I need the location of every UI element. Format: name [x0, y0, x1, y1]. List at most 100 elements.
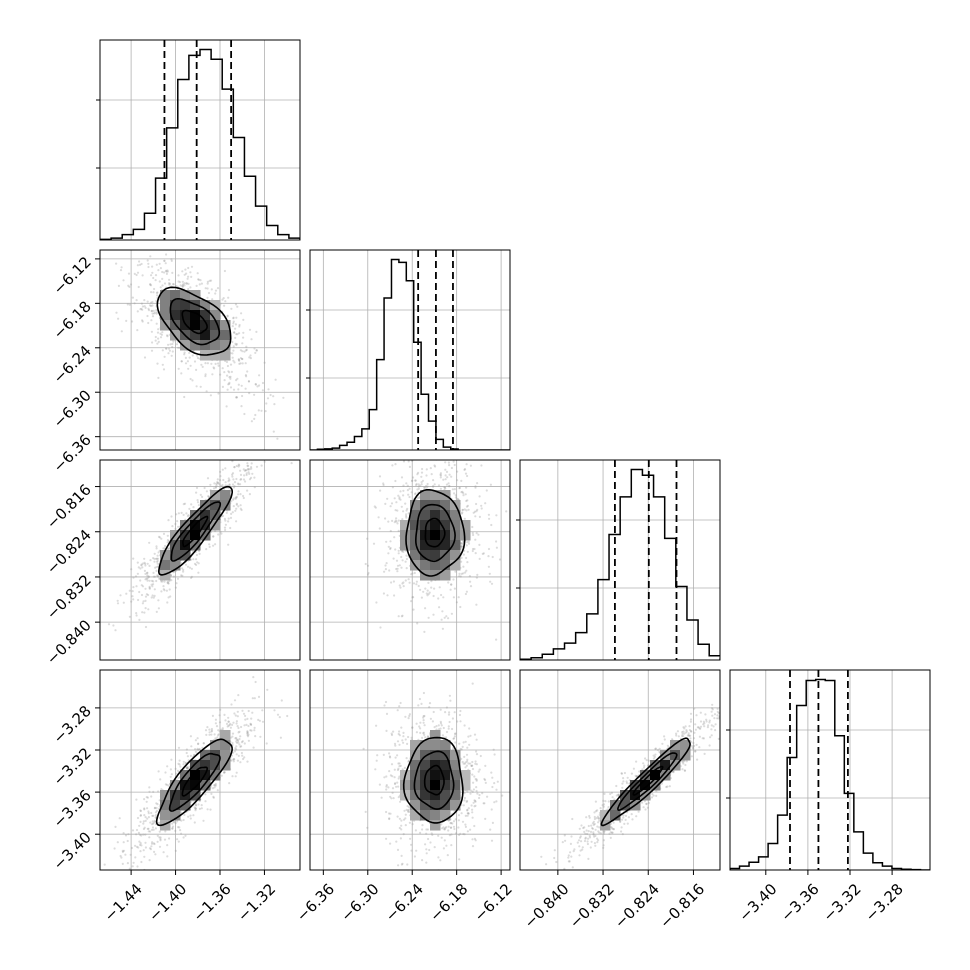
density-cell — [430, 530, 441, 541]
sample-point — [397, 762, 400, 765]
sample-point — [210, 362, 213, 365]
sample-point — [386, 594, 389, 597]
sample-point — [124, 834, 128, 837]
sample-point — [384, 568, 387, 571]
density-cell — [210, 320, 221, 331]
sample-point — [143, 305, 146, 308]
sample-point — [132, 598, 135, 601]
sample-point — [152, 828, 155, 831]
sample-point — [227, 480, 230, 483]
sample-point — [272, 430, 275, 433]
sample-point — [408, 821, 411, 824]
sample-point — [144, 306, 147, 309]
sample-point — [227, 520, 230, 523]
sample-point — [290, 462, 293, 465]
sample-point — [171, 350, 174, 353]
density-cell — [420, 750, 431, 761]
sample-point — [389, 529, 392, 533]
sample-point — [459, 832, 462, 835]
sample-point — [620, 826, 623, 829]
sample-point — [144, 587, 147, 590]
sample-point — [585, 816, 588, 819]
sample-point — [214, 362, 217, 365]
density-cell — [160, 790, 171, 801]
sample-point — [237, 465, 240, 468]
sample-point — [243, 412, 246, 416]
density-cell — [410, 550, 421, 561]
density-cell — [190, 770, 201, 781]
sample-point — [248, 478, 252, 481]
sample-point — [394, 744, 397, 747]
density-cell — [160, 320, 171, 331]
sample-point — [127, 878, 129, 880]
sample-point — [310, 391, 312, 393]
sample-point — [429, 841, 432, 844]
sample-point — [444, 461, 447, 464]
sample-point — [245, 345, 248, 348]
sample-point — [416, 622, 419, 625]
sample-point — [150, 795, 153, 798]
sample-point — [399, 490, 402, 493]
sample-point — [406, 805, 409, 808]
sample-point — [425, 861, 428, 864]
sample-point — [469, 464, 472, 467]
sample-point — [267, 388, 270, 391]
sample-point — [182, 760, 185, 763]
sample-point — [195, 558, 198, 561]
sample-point — [163, 838, 167, 841]
sample-point — [253, 417, 256, 420]
density-cell — [460, 780, 471, 791]
contour-0 — [424, 517, 446, 548]
sample-point — [460, 545, 463, 548]
sample-point — [210, 729, 214, 732]
sample-point — [218, 721, 222, 724]
sample-point — [135, 845, 139, 849]
sample-point — [468, 575, 471, 578]
sample-point — [195, 368, 198, 371]
sample-point — [204, 287, 207, 290]
sample-point — [145, 577, 148, 580]
sample-point — [443, 828, 446, 831]
sample-point — [473, 733, 477, 736]
sample-point — [235, 736, 238, 740]
sample-point — [227, 296, 230, 299]
sample-point — [387, 786, 390, 789]
sample-point — [164, 830, 167, 833]
sample-point — [228, 483, 231, 487]
sample-point — [563, 867, 566, 870]
sample-point — [138, 618, 141, 622]
sample-point — [405, 567, 408, 570]
density-cell — [400, 520, 411, 531]
sample-point — [230, 759, 233, 762]
sample-point — [190, 265, 194, 268]
sample-point — [174, 522, 177, 526]
density-cell — [440, 520, 451, 531]
sample-point — [232, 322, 235, 325]
sample-point — [480, 504, 483, 507]
sample-point — [246, 733, 249, 737]
sample-point — [220, 774, 223, 777]
sample-point — [170, 758, 173, 761]
sample-point — [421, 828, 424, 831]
sample-point — [439, 722, 443, 725]
density-cell — [440, 810, 451, 821]
sample-point — [160, 333, 163, 336]
sample-point — [394, 463, 397, 466]
sample-point — [158, 830, 161, 833]
sample-point — [232, 349, 235, 352]
sample-point — [472, 781, 475, 784]
sample-point — [235, 740, 238, 743]
sample-point — [135, 798, 138, 801]
sample-point — [396, 815, 399, 818]
sample-point — [152, 821, 155, 824]
sample-point — [150, 319, 153, 322]
sample-point — [221, 727, 224, 730]
sample-point — [125, 319, 128, 322]
density-cell — [190, 310, 201, 321]
sample-point — [141, 274, 144, 277]
hist-panel-3 — [726, 669, 931, 871]
sample-point — [159, 778, 162, 781]
sample-point — [235, 502, 238, 505]
sample-point — [217, 362, 220, 365]
sample-point — [458, 742, 461, 745]
